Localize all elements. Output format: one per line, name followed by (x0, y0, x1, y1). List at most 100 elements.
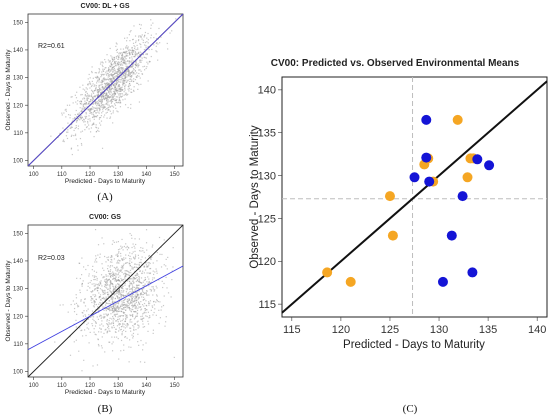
panel-b-point (112, 309, 114, 311)
panel-b-point (135, 274, 137, 277)
panel-a-point (130, 103, 132, 106)
panel-b-point (109, 281, 111, 283)
panel-a-point (101, 94, 103, 96)
panel-b-point (103, 269, 105, 272)
panel-a-point (96, 89, 98, 91)
panel-a-point (130, 88, 132, 90)
panel-b-point (116, 255, 119, 258)
panel-a-point (102, 65, 104, 68)
panel-b-point (171, 279, 173, 281)
panel-a-point (105, 93, 107, 95)
panel-a-point (129, 61, 131, 63)
panel-a-point (97, 111, 99, 113)
panel-a-point (99, 105, 101, 107)
panel-a-point (115, 81, 118, 83)
panel-a-point (62, 127, 64, 129)
panel-b-point (118, 290, 121, 292)
panel-b-point (112, 293, 114, 295)
panel-b-point (130, 346, 132, 348)
panel-b-point (93, 285, 95, 287)
panel-b-point (148, 264, 150, 266)
panel-b-point (146, 315, 148, 318)
panel-b-point (85, 268, 87, 271)
panel-a-point (111, 94, 114, 96)
panel-a-point (125, 47, 127, 49)
panel-a-point (126, 55, 128, 57)
panel-b-point (99, 253, 101, 255)
panel-b-point (121, 271, 123, 274)
panel-b-point (107, 324, 109, 326)
panel-c-x-tick-label: 120 (332, 324, 350, 336)
panel-a-point (57, 136, 59, 138)
panel-a-point (89, 77, 91, 79)
panel-a-point (123, 74, 125, 76)
panel-a-point (131, 53, 134, 55)
panel-a-point (121, 67, 123, 69)
panel-b-point (129, 314, 131, 316)
panel-b-point (104, 279, 106, 281)
panel-a-point (88, 128, 90, 130)
panel-a-point (98, 85, 100, 87)
panel-a-point (122, 89, 124, 91)
panel-a-point (107, 96, 109, 98)
panel-a-point (88, 103, 90, 105)
panel-b-point (124, 314, 126, 316)
panel-a-point (118, 58, 120, 60)
panel-a-point (100, 89, 102, 91)
panel-a-point (137, 63, 139, 65)
panel-b-point (101, 297, 103, 299)
panel-b-point (116, 306, 118, 308)
panel-a-point (110, 55, 112, 57)
panel-b-point (142, 293, 144, 296)
panel-b-point (126, 303, 128, 305)
panel-b-point (117, 302, 119, 304)
panel-a-x-tick-label: 150 (170, 172, 181, 178)
panel-b-point (119, 322, 121, 325)
panel-b-point (138, 306, 140, 308)
panel-b-point (109, 309, 112, 311)
panel-b-point (152, 270, 154, 272)
panel-b-point (104, 329, 106, 331)
panel-a-point (121, 89, 124, 91)
panel-a-point (106, 100, 108, 102)
panel-b-point (132, 266, 134, 269)
panel-b-point (109, 294, 111, 297)
panel-a-point (107, 102, 109, 104)
panel-a-point (110, 99, 112, 101)
panel-b-point (80, 299, 82, 301)
panel-b-point (138, 280, 140, 282)
panel-b-point (81, 329, 83, 331)
panel-b-point (142, 344, 144, 346)
panel-c-y-tick-label: 130 (258, 170, 276, 182)
panel-a-point (91, 100, 94, 102)
panel-a-point (144, 69, 146, 71)
panel-b-point (157, 300, 159, 303)
panel-b-point (102, 291, 104, 293)
panel-a-point (99, 87, 101, 89)
panel-b-point (118, 324, 120, 326)
panel-b-point (119, 307, 121, 309)
panel-a-point (146, 53, 148, 56)
panel-a-x-tick-label: 120 (85, 172, 96, 178)
panel-b-point (132, 313, 134, 316)
panel-b-point (131, 314, 133, 316)
panel-a-point (136, 76, 138, 79)
panel-a-point (87, 124, 90, 126)
panel-a-point (92, 91, 94, 93)
panel-a-point (116, 90, 118, 92)
panel-a-point (106, 117, 108, 119)
panel-b-point (126, 316, 128, 318)
panel-a-point (89, 95, 91, 97)
panel-a-point (105, 61, 107, 63)
panel-b-point (153, 277, 156, 279)
panel-a-point (77, 149, 79, 151)
panel-a-point (123, 71, 126, 74)
panel-b-point (103, 332, 105, 335)
panel-a-point (133, 78, 135, 80)
panel-b-point (127, 323, 129, 326)
panel-b-point (118, 252, 120, 254)
panel-a-point (98, 130, 100, 132)
panel-a-point (141, 34, 143, 36)
panel-a-point (121, 63, 123, 65)
panel-a-point (133, 25, 135, 27)
